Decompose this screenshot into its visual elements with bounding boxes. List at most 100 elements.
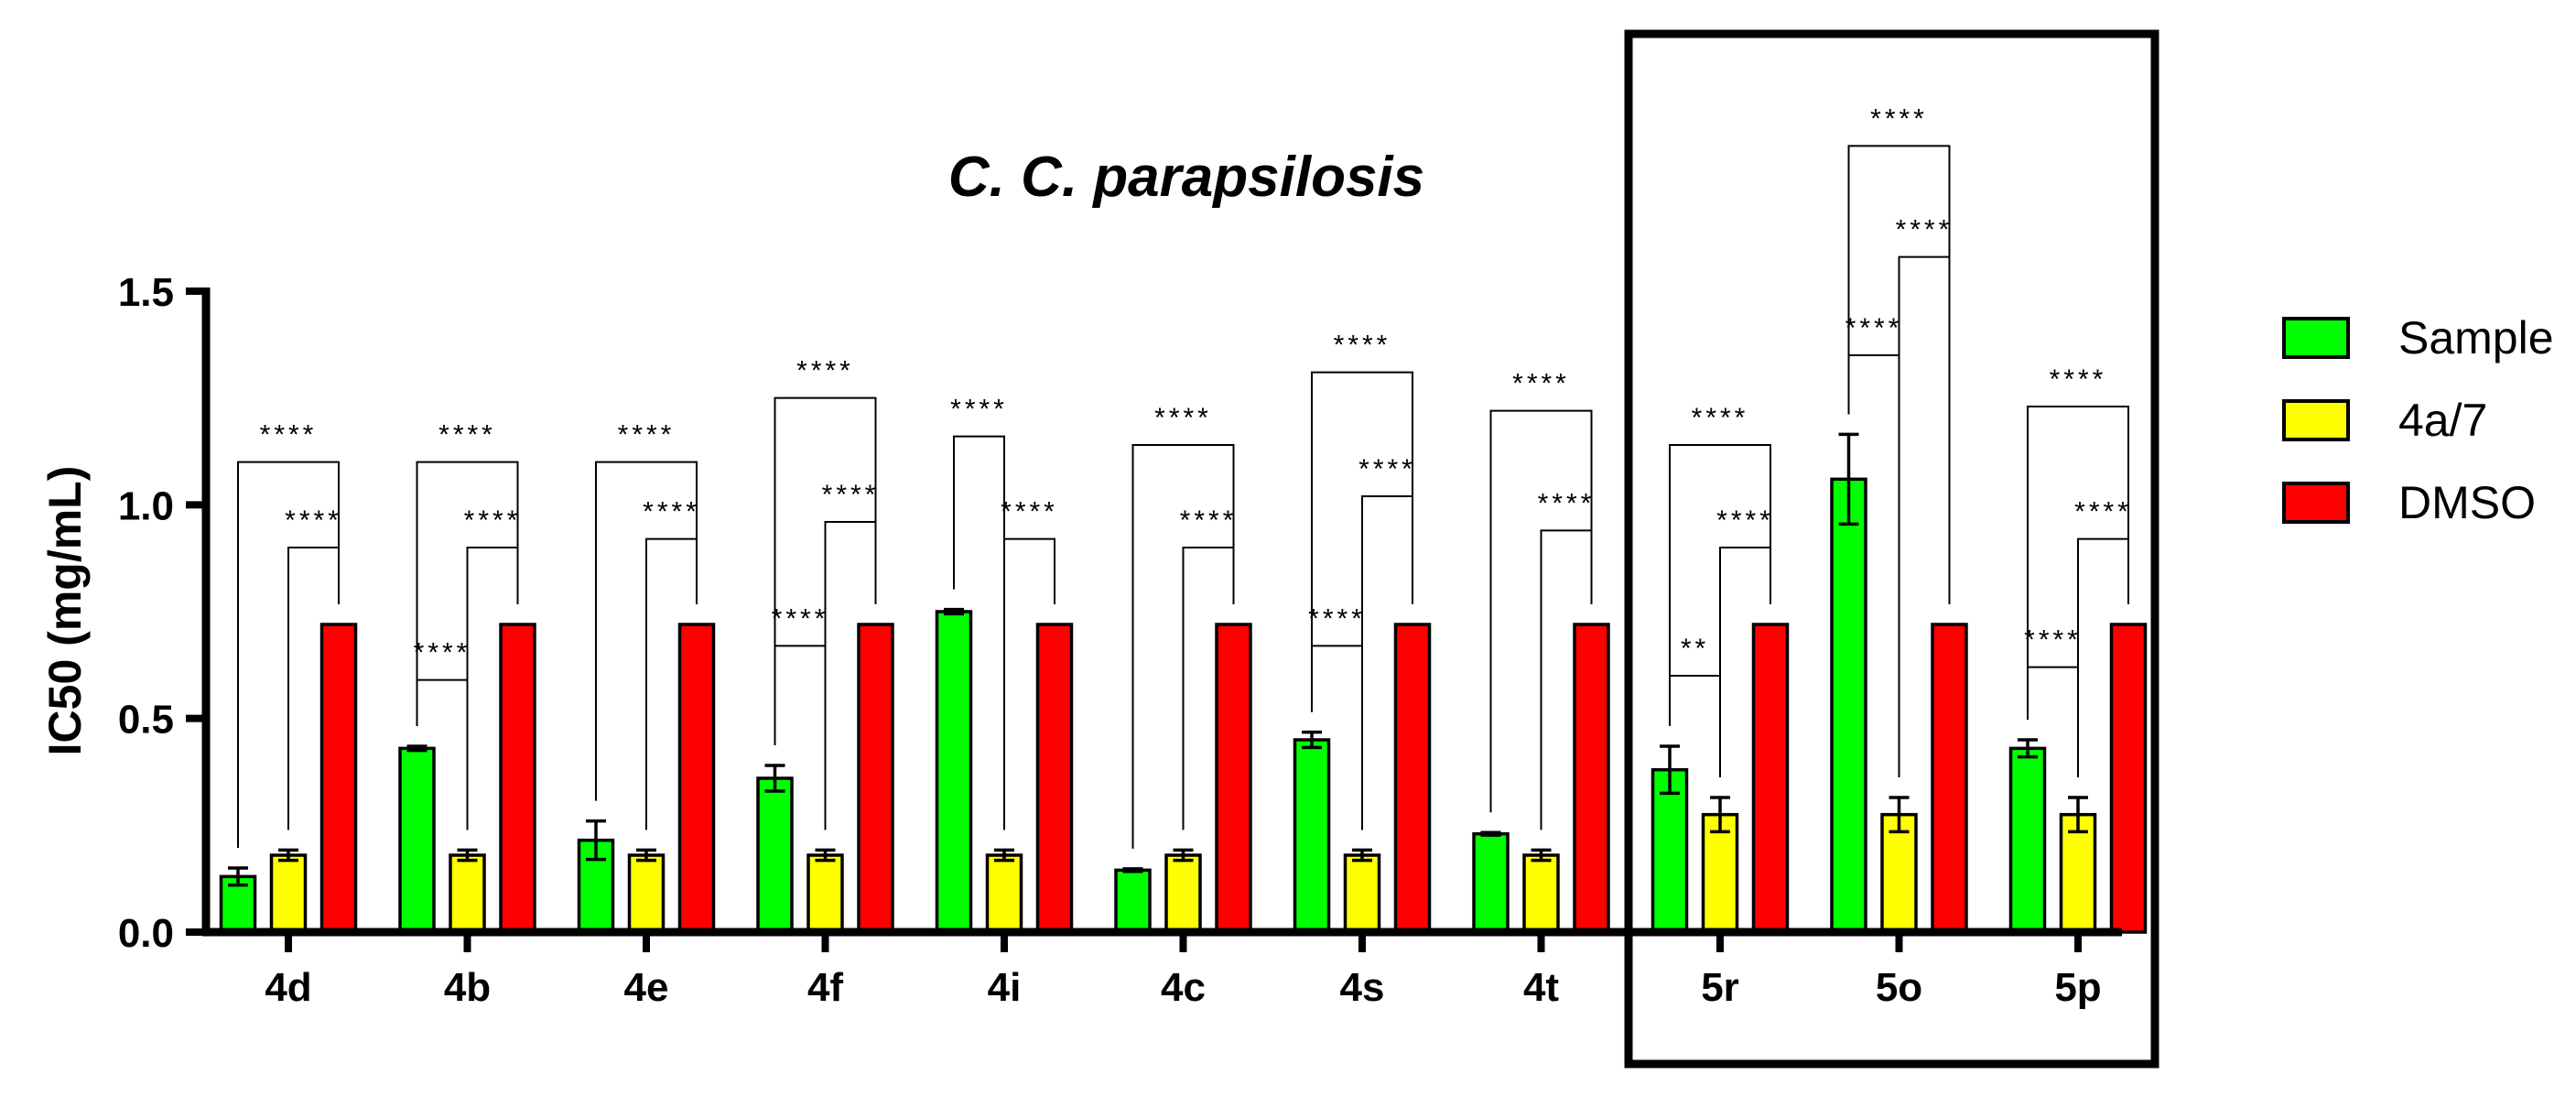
legend-swatch	[2282, 482, 2350, 524]
significance-label: ****	[796, 356, 854, 386]
significance-bracket	[2077, 537, 2129, 777]
bar	[985, 853, 1023, 934]
bar	[1114, 868, 1152, 934]
y-tick-label: 1.5	[118, 270, 174, 315]
bar	[2109, 623, 2148, 934]
significance-label: ****	[950, 395, 1008, 425]
bar	[319, 623, 358, 934]
significance-bracket	[1489, 409, 1593, 813]
x-tick-label: 4c	[1161, 965, 1206, 1010]
bar	[1393, 623, 1432, 934]
bar	[1880, 812, 1918, 934]
bar	[1931, 623, 1968, 934]
significance-label: ****	[1154, 403, 1212, 433]
bar	[269, 853, 308, 934]
bar	[449, 853, 486, 934]
bar	[1343, 853, 1381, 934]
significance-label: ****	[1308, 603, 1366, 634]
bar	[499, 623, 536, 934]
x-tick-label: 4d	[265, 965, 311, 1010]
significance-bracket	[1540, 529, 1593, 830]
bar	[1472, 831, 1510, 934]
legend-label: 4a/7	[2398, 395, 2487, 446]
x-tick-label: 5p	[2054, 965, 2101, 1010]
significance-bracket	[645, 537, 698, 830]
highlight-box	[1624, 29, 2159, 1069]
significance-label: ****	[822, 480, 880, 510]
legend-swatch	[2282, 317, 2350, 359]
chart-title: C. C. parapsilosis	[948, 146, 1424, 209]
y-tick-label: 0.0	[118, 911, 174, 956]
significance-bracket	[1669, 675, 1721, 777]
significance-label: ****	[2074, 497, 2132, 527]
bar	[756, 776, 794, 934]
significance-label: ****	[1001, 497, 1058, 527]
bar	[1522, 853, 1560, 934]
bar	[627, 853, 666, 934]
bar	[1751, 623, 1790, 934]
legend-swatch	[2282, 399, 2350, 441]
bar	[1293, 738, 1331, 934]
x-tick-label: 4e	[624, 965, 669, 1010]
significance-bracket	[1311, 645, 1363, 830]
significance-bracket	[774, 396, 877, 745]
significance-bracket	[1311, 371, 1413, 712]
x-tick-label: 4i	[988, 965, 1022, 1010]
significance-label: ****	[643, 497, 700, 527]
significance-bracket	[1719, 547, 1771, 777]
legend-label: DMSO	[2398, 477, 2536, 528]
bar	[677, 623, 716, 934]
bar	[806, 853, 844, 934]
bar	[2008, 746, 2047, 934]
x-tick-label: 5o	[1876, 965, 1922, 1010]
bar	[935, 610, 973, 934]
significance-label: ****	[1512, 369, 1570, 399]
significance-bracket	[1182, 547, 1235, 830]
y-axis-label: IC50 (mg/mL)	[39, 466, 91, 756]
significance-label: ****	[285, 505, 342, 536]
significance-bracket	[1669, 444, 1771, 726]
significance-label: ****	[438, 420, 496, 450]
y-tick-label: 0.5	[118, 698, 174, 743]
x-tick-label: 4t	[1523, 965, 1559, 1010]
significance-label: ****	[414, 638, 471, 668]
significance-bracket	[237, 461, 340, 848]
x-tick-label: 4f	[807, 965, 843, 1010]
significance-label: ****	[1692, 403, 1749, 433]
x-tick-label: 4s	[1340, 965, 1385, 1010]
significance-label: ****	[464, 505, 522, 536]
significance-label: ****	[1896, 215, 1954, 245]
bar	[857, 623, 894, 934]
significance-label: **	[1681, 634, 1709, 664]
significance-label: ****	[772, 603, 829, 634]
significance-label: ****	[2050, 364, 2107, 395]
significance-label: ****	[1870, 103, 1928, 134]
significance-bracket	[2027, 666, 2079, 777]
bar	[1651, 767, 1689, 934]
bar	[398, 746, 436, 934]
significance-label: ****	[1334, 331, 1391, 361]
x-tick-label: 4b	[444, 965, 491, 1010]
significance-bracket	[416, 678, 469, 830]
significance-bracket	[1003, 537, 1055, 830]
x-tick-label: 5r	[1701, 965, 1739, 1010]
bar	[1164, 853, 1202, 934]
significance-label: ****	[260, 420, 318, 450]
significance-label: ****	[1180, 505, 1238, 536]
significance-label: ****	[1845, 313, 1903, 343]
significance-label: ****	[2024, 625, 2082, 656]
significance-bracket	[2027, 406, 2129, 720]
significance-bracket	[287, 547, 340, 830]
significance-label: ****	[1716, 505, 1774, 536]
significance-label: ****	[1358, 454, 1416, 484]
significance-bracket	[1131, 444, 1235, 849]
bar	[1035, 623, 1074, 934]
bar	[1830, 477, 1867, 934]
significance-bracket	[774, 645, 827, 830]
significance-bracket	[416, 461, 519, 726]
bar	[1573, 623, 1610, 934]
legend-label: Sample	[2398, 312, 2554, 364]
significance-label: ****	[1538, 488, 1596, 518]
